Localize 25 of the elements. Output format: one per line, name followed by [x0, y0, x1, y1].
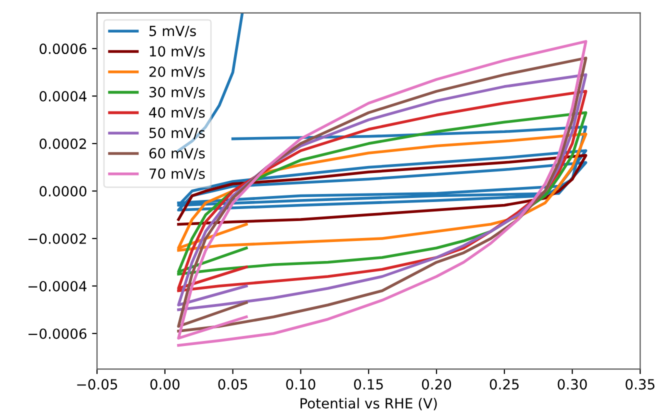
x-tick-label: 0.35 [626, 379, 654, 390]
x-tick-label: −0.05 [77, 379, 118, 390]
x-tick-label: 0.15 [354, 379, 383, 390]
legend-label: 10 mV/s [150, 46, 205, 58]
y-tick-label: 0.0004 [40, 91, 87, 102]
x-tick-label: 0.05 [218, 379, 248, 390]
legend-label: 50 mV/s [149, 128, 205, 140]
x-tick-label: 0.25 [490, 379, 519, 390]
legend-label: 40 mV/s [149, 107, 205, 119]
legend-label: 30 mV/s [149, 86, 205, 98]
y-tick-label: 0.0006 [40, 44, 86, 54]
y-tick-label: −0.0004 [28, 280, 87, 292]
y-tick-label: 0.0002 [40, 138, 86, 150]
x-axis-title: Potential vs RHE (V) [300, 398, 437, 410]
x-tick-label: 0.20 [422, 379, 452, 390]
x-tick-label: 0.00 [150, 379, 180, 390]
x-tick-label: 0.30 [558, 379, 587, 390]
y-tick-label: −0.0002 [28, 233, 86, 244]
legend-label: 5 mV/s [149, 26, 196, 38]
y-tick-label: 0.0000 [40, 186, 86, 196]
x-tick-label: 0.10 [286, 379, 316, 390]
y-tick-label: −0.0006 [28, 328, 86, 339]
legend-label: 20 mV/s [149, 66, 205, 78]
legend-label: 70 mV/s [150, 168, 205, 180]
legend-label: 60 mV/s [149, 148, 205, 160]
